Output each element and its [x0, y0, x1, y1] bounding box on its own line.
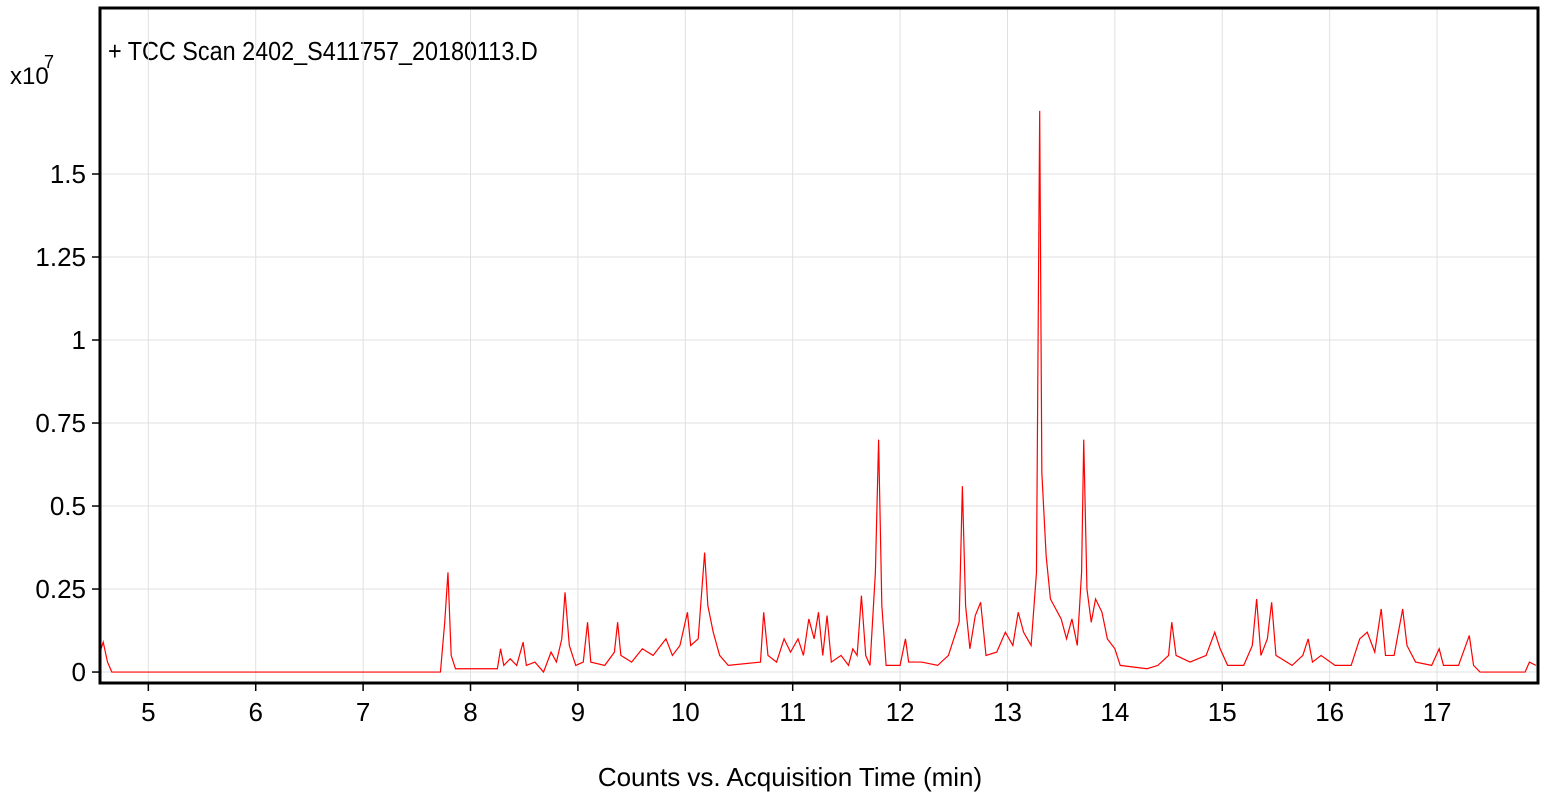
plot-frame: [98, 6, 1540, 685]
x-tick-label: 15: [1208, 697, 1237, 727]
x-tick-label: 12: [886, 697, 915, 727]
x-tick-label: 10: [671, 697, 700, 727]
y-tick-label: 0.75: [35, 408, 86, 438]
y-tick-label: 1: [72, 325, 86, 355]
x-axis-label: Counts vs. Acquisition Time (min): [598, 762, 982, 792]
x-tick-label: 17: [1423, 697, 1452, 727]
data-line: [100, 110, 1537, 674]
y-tick-label: 1.25: [35, 242, 86, 272]
x-tick-label: 14: [1100, 697, 1129, 727]
y-tick-label: 0: [72, 657, 86, 687]
y-exponent: 7: [44, 52, 54, 72]
y-tick-label: 0.25: [35, 574, 86, 604]
x-tick-label: 9: [571, 697, 585, 727]
y-tick-label: 0.5: [50, 491, 86, 521]
x-tick-label: 6: [248, 697, 262, 727]
x-tick-label: 8: [463, 697, 477, 727]
chart-title: + TCC Scan 2402_S411757_20180113.D: [108, 38, 538, 66]
y-multiplier: x10: [10, 63, 49, 90]
x-tick-label: 7: [356, 697, 370, 727]
y-tick-label: 1.5: [50, 159, 86, 189]
x-tick-label: 13: [993, 697, 1022, 727]
x-tick-label: 5: [141, 697, 155, 727]
x-tick-label: 16: [1315, 697, 1344, 727]
x-tick-label: 11: [779, 697, 806, 727]
